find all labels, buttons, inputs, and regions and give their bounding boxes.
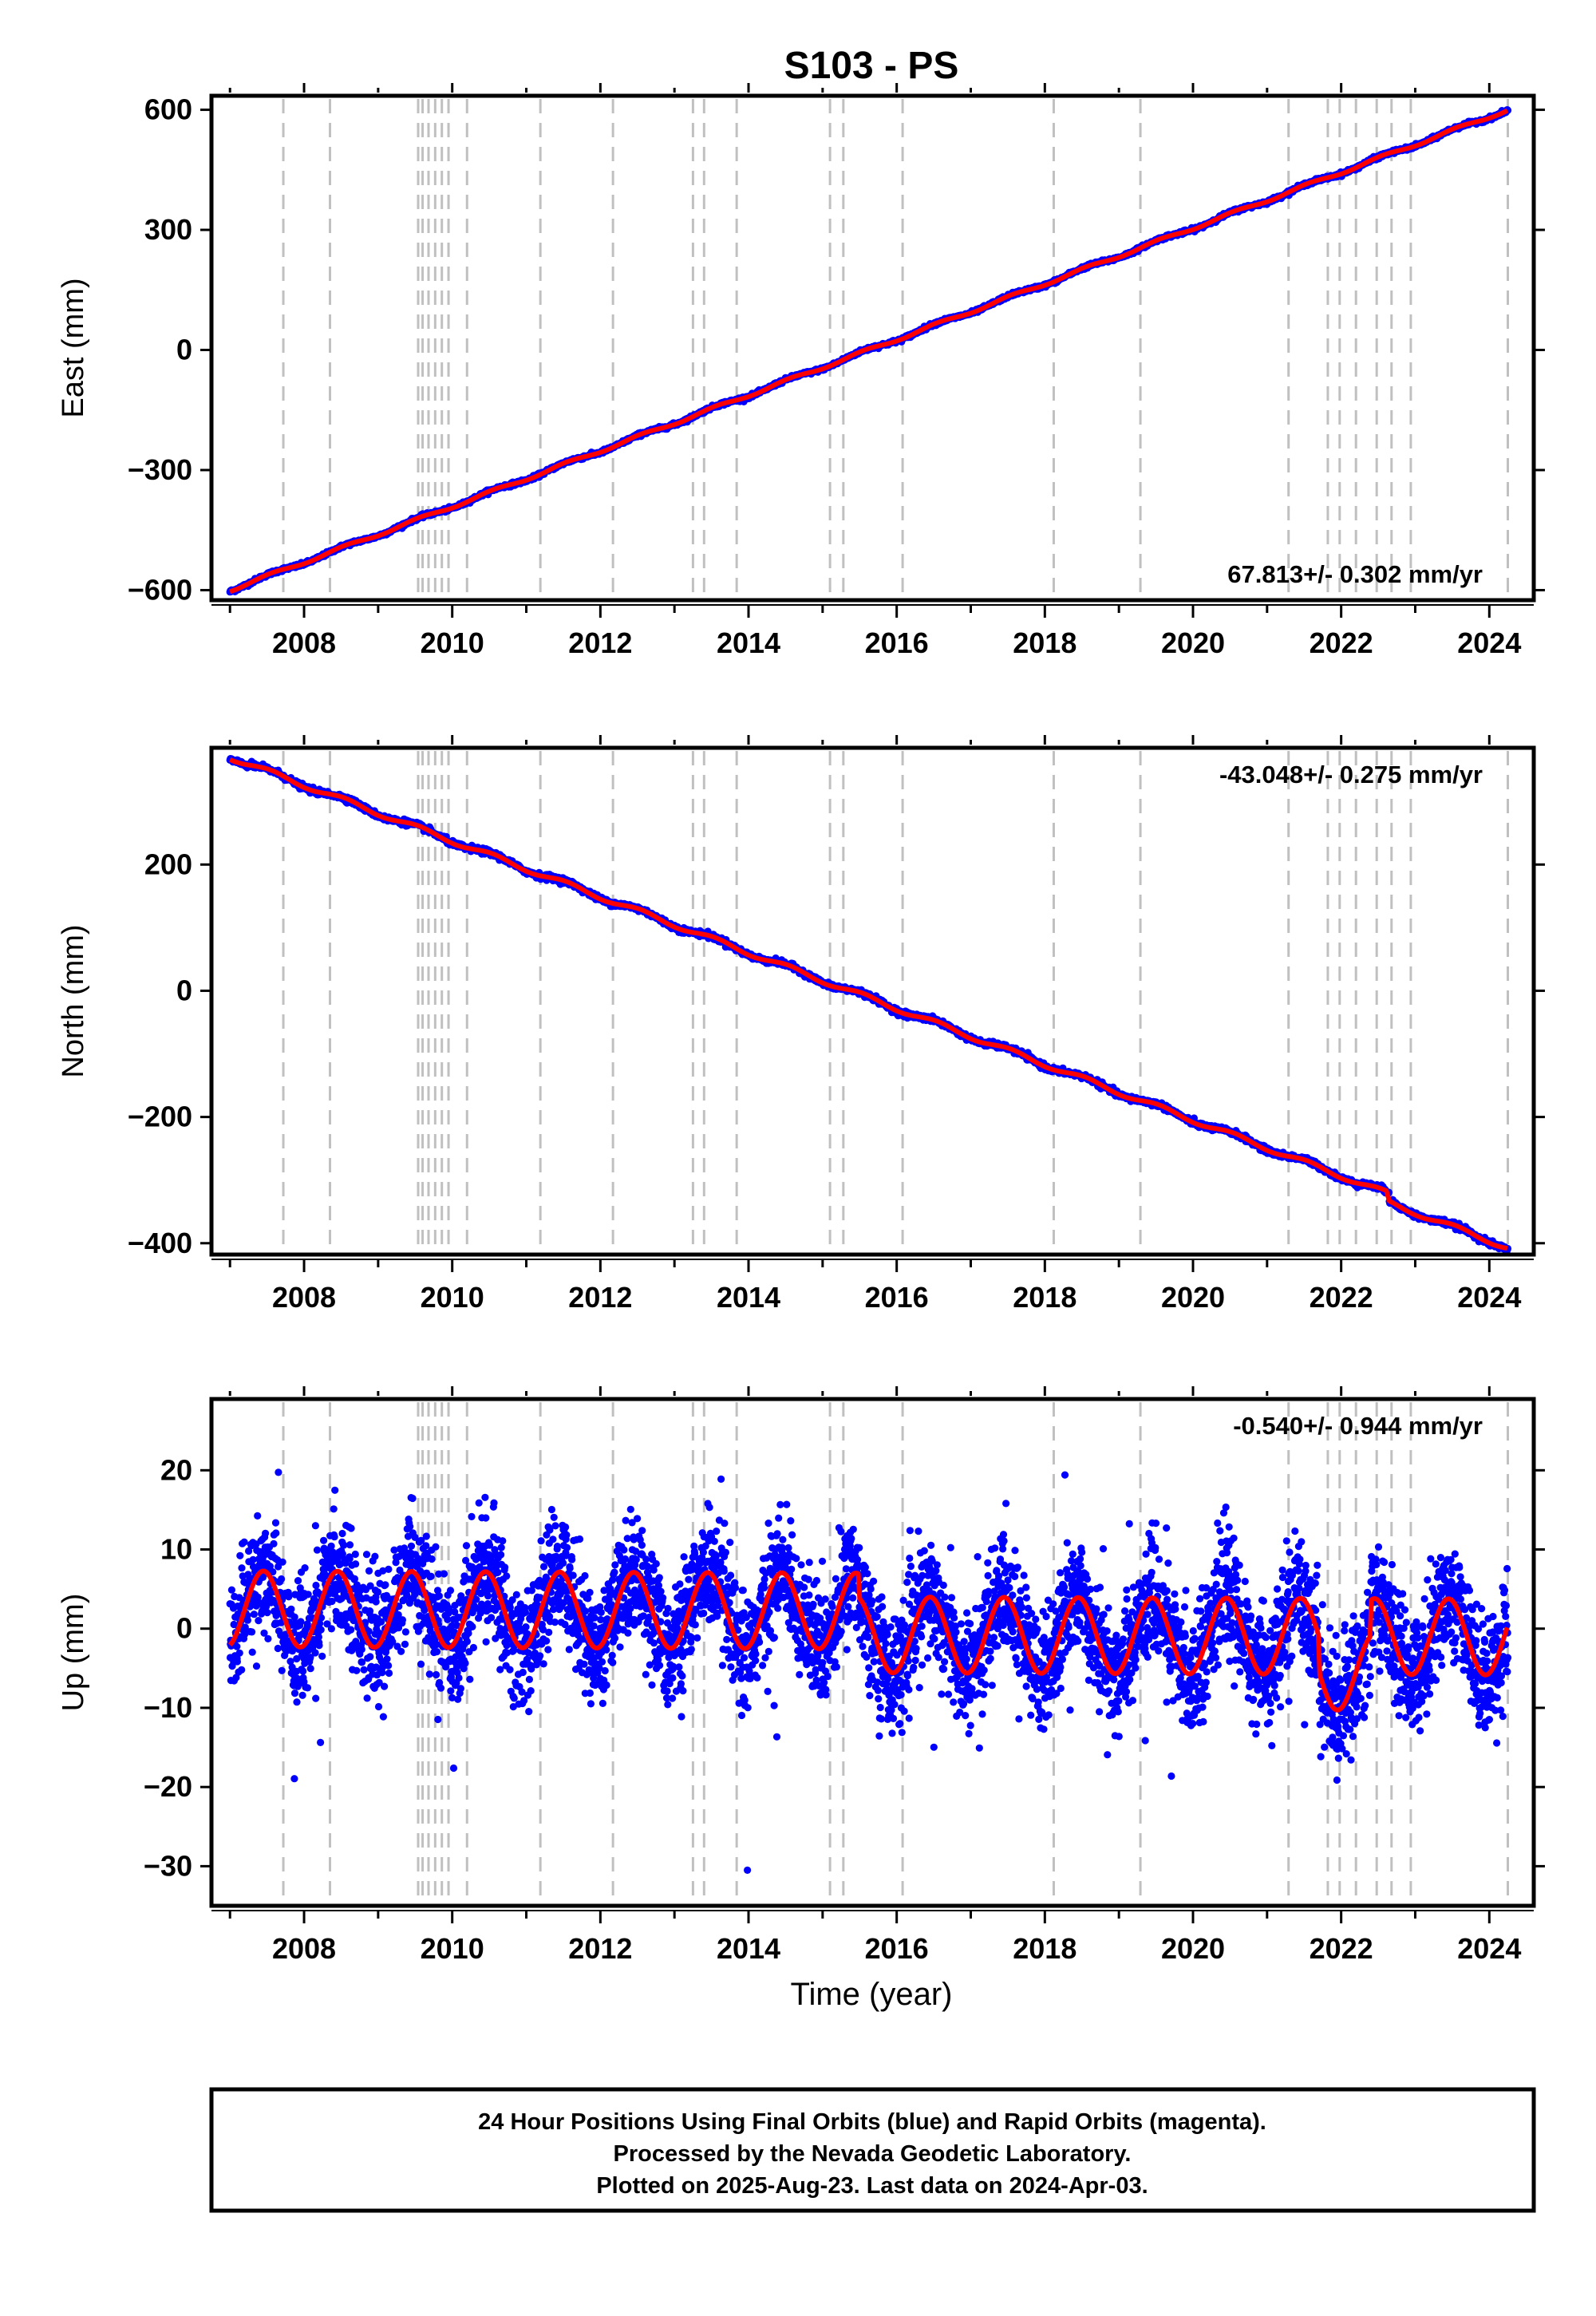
east-panel: −600 −300 0 300 600 2008 2010 2012 2014 2016 2018 2… [57,83,1545,659]
x-tick-label: 2012 [568,626,632,659]
x-tick-label: 2024 [1457,626,1521,659]
y-tick-label: −300 [128,453,192,486]
y-tick-label: 300 [144,213,192,246]
x-tick-label: 2008 [272,626,336,659]
x-tick-label: 2016 [865,626,929,659]
y-tick-label: 600 [144,93,192,126]
rate-annotation: 67.813+/- 0.302 mm/yr [1227,560,1483,588]
x-tick-label: 2020 [1161,626,1225,659]
x-tick-label: 2022 [1310,626,1373,659]
x-tick-label: 2010 [421,626,484,659]
x-tick-label: 2014 [717,626,780,659]
x-tick-label: 2018 [1013,626,1077,659]
y-axis-label: East (mm) [57,278,90,417]
y-tick-label: −600 [128,573,192,606]
figure-title: S103 - PS [784,45,959,87]
y-tick-label: 0 [176,334,192,366]
